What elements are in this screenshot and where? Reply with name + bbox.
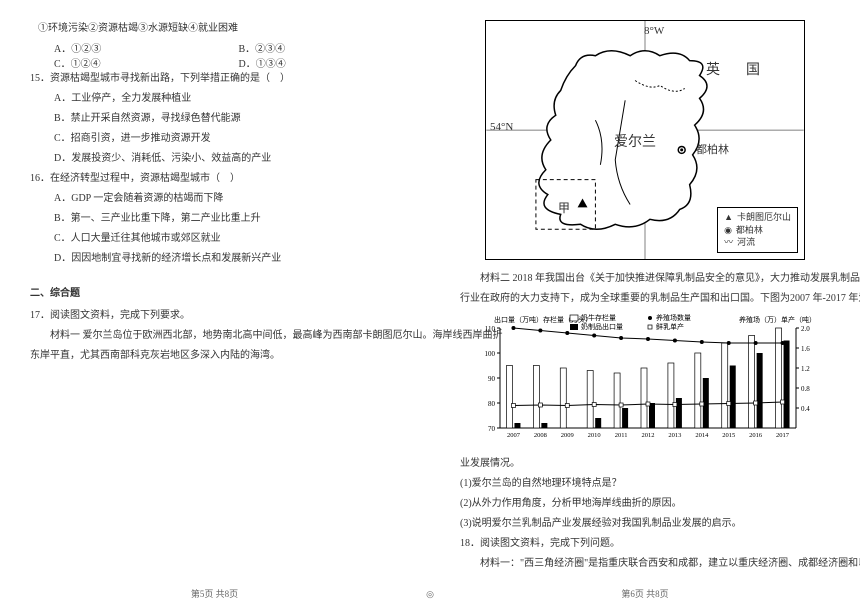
svg-text:110: 110 [485, 325, 496, 333]
svg-text:70: 70 [488, 425, 496, 433]
footer-right: 第6页 共8页 [430, 587, 860, 600]
svg-text:2012: 2012 [642, 432, 655, 439]
q14-opts-row2: C．①②④ D．①③④ [30, 55, 399, 70]
city-dublin: 都柏林 [696, 141, 729, 157]
q16-opt-d: D．因因地制宜寻找新的经济增长点和发展新兴产业 [30, 250, 399, 268]
q14-opt-d: D．①③④ [215, 55, 400, 70]
svg-text:0.8: 0.8 [801, 385, 810, 393]
svg-text:90: 90 [488, 375, 496, 383]
q15-opt-d: D．发展投资少、消耗低、污染小、效益高的产业 [30, 150, 399, 168]
q14-opt-c: C．①②④ [30, 55, 215, 70]
svg-text:2016: 2016 [749, 432, 763, 439]
q17-p1: 材料一 爱尔兰岛位于欧洲西北部，地势南北高中间低，最高峰为西南部卡朗图厄尔山。海… [30, 327, 399, 345]
svg-text:2007: 2007 [507, 432, 521, 439]
circle-icon: ◉ [724, 224, 732, 237]
q15-opt-a: A．工业停产，全力发展种植业 [30, 90, 399, 108]
q14-opts-row1: A．①②③ B．②③④ [30, 40, 399, 55]
q17-sub1: (1)爱尔兰岛的自然地理环境特点是？ [460, 475, 830, 493]
svg-text:鲜乳单产: 鲜乳单产 [656, 322, 684, 331]
q14-opt-b: B．②③④ [215, 40, 400, 55]
svg-text:2008: 2008 [534, 432, 547, 439]
dairy-chart: 7080901001100.40.81.21.62.0出口量（万吨）存栏量（万头… [468, 310, 828, 455]
lon-label: 8°W [644, 25, 664, 37]
svg-text:2.0: 2.0 [801, 325, 810, 333]
river-icon: 〰 [724, 236, 733, 249]
q18: 18．阅读图文资料，完成下列问题。 [460, 535, 830, 553]
q15: 15．资源枯竭型城市寻找新出路，下列举措正确的是（ ） [30, 70, 399, 88]
footer-left: 第5页 共8页 [0, 587, 429, 600]
svg-text:1.6: 1.6 [801, 345, 810, 353]
material2-a: 材料二 2018 年我国出台《关于加快推进保障乳制品安全的意见》，大力推动发展乳… [460, 270, 830, 288]
svg-text:2013: 2013 [668, 432, 681, 439]
q14-opt-a: A．①②③ [30, 40, 215, 55]
legend-capital: 都柏林 [736, 224, 763, 237]
q17: 17．阅读图文资料，完成下列要求。 [30, 307, 399, 325]
svg-text:奶牛存栏量: 奶牛存栏量 [581, 313, 616, 322]
q16-opt-c: C．人口大量迁往其他城市或郊区就业 [30, 230, 399, 248]
q17-sub2: (2)从外力作用角度，分析甲地海岸线曲折的原因。 [460, 495, 830, 513]
svg-text:2010: 2010 [588, 432, 601, 439]
triangle-icon: ▲ [724, 211, 733, 224]
country-uk: 英 国 [706, 59, 766, 79]
legend-river: 河流 [737, 236, 755, 249]
q16: 16．在经济转型过程中，资源枯竭型城市（ ） [30, 170, 399, 188]
page-left: ①环境污染②资源枯竭③水源短缺④就业困难 A．①②③ B．②③④ C．①②④ D… [0, 0, 430, 608]
svg-text:0.4: 0.4 [801, 405, 810, 413]
material2-c: 业发展情况。 [460, 455, 830, 473]
q17-sub3: (3)说明爱尔兰乳制品产业发展经验对我国乳制品业发展的启示。 [460, 515, 830, 533]
legend-peak: 卡朗图厄尔山 [737, 211, 791, 224]
svg-text:2009: 2009 [561, 432, 574, 439]
svg-text:养殖场（万）单产（吨）: 养殖场（万）单产（吨） [739, 315, 816, 324]
svg-text:2011: 2011 [615, 432, 628, 439]
material2-b: 行业在政府的大力支持下，成为全球重要的乳制品生产国和出口国。下图为2007 年-… [460, 290, 830, 308]
box-jia: 甲 [558, 199, 570, 216]
q14-stem: ①环境污染②资源枯竭③水源短缺④就业困难 [30, 20, 399, 38]
chart-svg: 7080901001100.40.81.21.62.0出口量（万吨）存栏量（万头… [468, 310, 828, 455]
svg-text:养殖场数量: 养殖场数量 [656, 313, 691, 322]
svg-text:2017: 2017 [776, 432, 790, 439]
q15-opt-b: B．禁止开采自然资源，寻找绿色替代能源 [30, 110, 399, 128]
ireland-map: 8°W 54°N 英 国 爱尔兰 都柏林 甲 ▲ 卡朗图厄尔山 ◉ 都柏林 〰河流 [485, 20, 805, 260]
section-2-title: 二、综合题 [30, 284, 399, 299]
page-right: 8°W 54°N 英 国 爱尔兰 都柏林 甲 ▲卡朗图厄尔山 ◉都柏林 〰河流 … [430, 0, 860, 608]
q16-opt-b: B．第一、三产业比重下降，第二产业比重上升 [30, 210, 399, 228]
map-legend: ▲ 卡朗图厄尔山 ◉ 都柏林 〰河流 [717, 207, 798, 253]
q18-p: 材料一："西三角经济圈"是指重庆联合西安和成都，建立以重庆经济圈、成都经济圈和以… [460, 555, 830, 573]
svg-text:1.2: 1.2 [801, 365, 810, 373]
svg-text:奶制品出口量: 奶制品出口量 [581, 322, 623, 331]
svg-text:2014: 2014 [695, 432, 709, 439]
q16-opt-a: A．GDP 一定会随着资源的枯竭而下降 [30, 190, 399, 208]
svg-text:80: 80 [488, 400, 496, 408]
svg-text:100: 100 [485, 350, 496, 358]
lat-label: 54°N [490, 121, 513, 133]
q15-opt-c: C．招商引资，进一步推动资源开发 [30, 130, 399, 148]
page-separator: ◎ [426, 589, 434, 600]
country-ireland: 爱尔兰 [614, 131, 656, 151]
svg-text:2015: 2015 [722, 432, 735, 439]
q17-p2: 东岸平直，尤其西南部科克灰岩地区多深入内陆的海湾。 [30, 347, 399, 365]
